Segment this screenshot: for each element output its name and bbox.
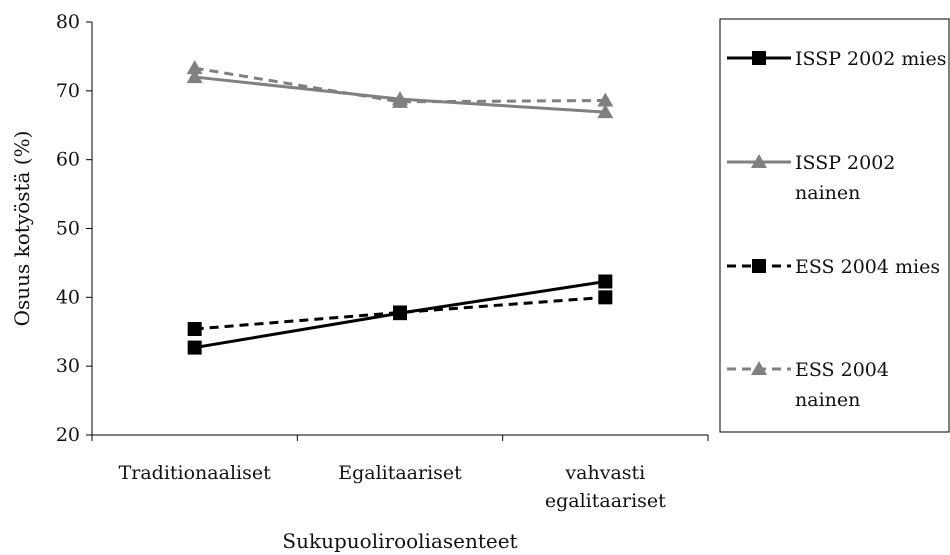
triangle-marker <box>186 60 203 75</box>
legend-label: ESS 2004 mies <box>795 256 940 278</box>
legend-triangle-marker <box>751 361 767 375</box>
legend-label: ISSP 2002 nainen <box>795 152 895 204</box>
legend-label-line: ISSP 2002 <box>795 152 895 174</box>
square-marker <box>187 340 202 355</box>
legend-triangle-marker <box>751 154 767 168</box>
series-2 <box>186 69 614 119</box>
legend-label-line: ISSP 2002 mies <box>795 48 947 70</box>
x-tick-label-line: vahvasti <box>564 462 645 484</box>
legend-square-marker <box>752 51 766 65</box>
x-tick-label-line: egalitaariset <box>545 490 666 512</box>
series-line <box>194 295 606 331</box>
square-marker <box>393 305 407 320</box>
legend-entry-1: ISSP 2002 mies <box>727 48 947 70</box>
square-marker <box>187 321 202 336</box>
legend-square-marker <box>752 259 766 273</box>
y-axis-title: Osuus kotyöstä (%) <box>10 131 34 327</box>
y-tick-label: 60 <box>56 149 80 171</box>
legend-entry-4: ESS 2004 nainen <box>727 359 889 411</box>
y-tick-label: 30 <box>56 355 80 377</box>
x-tick-label: vahvasti egalitaariset <box>545 462 666 512</box>
x-tick-label-line: Traditionaaliset <box>119 462 272 484</box>
x-axis-title: Sukupuolirooliasenteet <box>282 529 517 553</box>
triangle-marker <box>392 93 408 108</box>
y-tick-label: 80 <box>56 11 80 33</box>
x-tick-label-line: Egalitaariset <box>338 462 462 484</box>
legend-label-line: ESS 2004 mies <box>795 256 940 278</box>
legend-entry-2: ISSP 2002 nainen <box>727 152 895 204</box>
legend: ISSP 2002 mies ISSP 2002 nainen ESS 2004 mi… <box>719 18 950 433</box>
plot-area: 20 30 40 50 60 70 80 Traditionaaliset Egalitaari… <box>10 11 709 553</box>
legend-entry-3: ESS 2004 mies <box>727 256 940 278</box>
triangle-marker <box>597 104 614 119</box>
legend-label: ESS 2004 nainen <box>795 359 889 411</box>
y-tick-label: 20 <box>56 424 80 446</box>
triangle-marker <box>597 92 614 107</box>
series-4 <box>186 60 614 108</box>
y-tick-label: 40 <box>56 286 80 308</box>
legend-label: ISSP 2002 mies <box>795 48 947 70</box>
legend-label-line: ESS 2004 <box>795 359 889 381</box>
triangle-marker <box>186 69 203 84</box>
legend-label-line: nainen <box>795 182 860 204</box>
series-3 <box>187 290 613 336</box>
legend-label-line: nainen <box>795 389 860 411</box>
y-tick-label: 70 <box>56 80 80 102</box>
square-marker <box>598 290 613 305</box>
x-tick-label: Egalitaariset <box>338 462 462 484</box>
x-tick-label: Traditionaaliset <box>119 462 272 484</box>
square-marker <box>598 274 613 289</box>
y-tick-label: 50 <box>56 218 80 240</box>
